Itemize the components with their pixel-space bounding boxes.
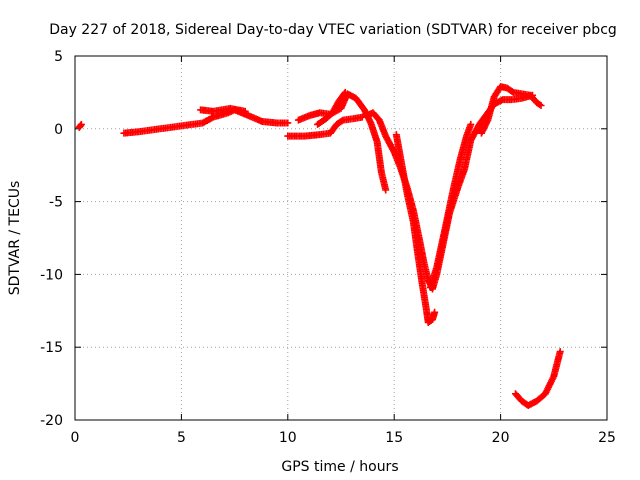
- plot-frame: [74, 55, 608, 421]
- y-tick-label: 5: [54, 49, 63, 65]
- x-tick-label: 10: [279, 430, 297, 446]
- data-point: [340, 90, 348, 98]
- y-tick-label: -15: [40, 340, 63, 356]
- data-point: [431, 308, 439, 316]
- data-segment: [75, 120, 85, 131]
- x-tick-label: 25: [598, 430, 616, 446]
- y-tick-label: -5: [49, 195, 63, 211]
- data-segment: [426, 120, 475, 292]
- y-tick-label: -10: [40, 267, 63, 283]
- x-tick-label: 15: [385, 430, 403, 446]
- data-point: [284, 119, 292, 127]
- data-point: [556, 348, 564, 356]
- data-segment: [477, 83, 545, 137]
- data-point: [208, 114, 216, 122]
- x-tick-label: 20: [492, 430, 510, 446]
- data-point: [77, 120, 85, 128]
- x-tick-label: 0: [71, 430, 80, 446]
- data-segment: [197, 104, 249, 115]
- data-point: [536, 101, 544, 109]
- data-segment: [284, 113, 366, 140]
- data-point: [537, 102, 545, 110]
- data-series: [75, 83, 564, 409]
- y-tick-label: 0: [54, 122, 63, 138]
- axes: 0 5 10 15 20 25 5 0 -5 -10 -15 -20: [40, 49, 616, 446]
- y-tick-label: -20: [40, 413, 63, 429]
- chart-title: Day 227 of 2018, Sidereal Day-to-day VTE…: [49, 22, 617, 38]
- data-segment: [314, 88, 349, 128]
- data-point: [241, 107, 249, 115]
- data-point: [467, 120, 475, 128]
- y-axis-label: SDTVAR / TECUs: [7, 181, 23, 296]
- x-tick-label: 5: [177, 430, 186, 446]
- data-segment: [392, 131, 439, 326]
- data-segment: [511, 348, 564, 409]
- data-segment: [294, 90, 390, 194]
- x-axis-label: GPS time / hours: [281, 459, 398, 475]
- data-point: [382, 186, 390, 194]
- data-point: [341, 88, 349, 96]
